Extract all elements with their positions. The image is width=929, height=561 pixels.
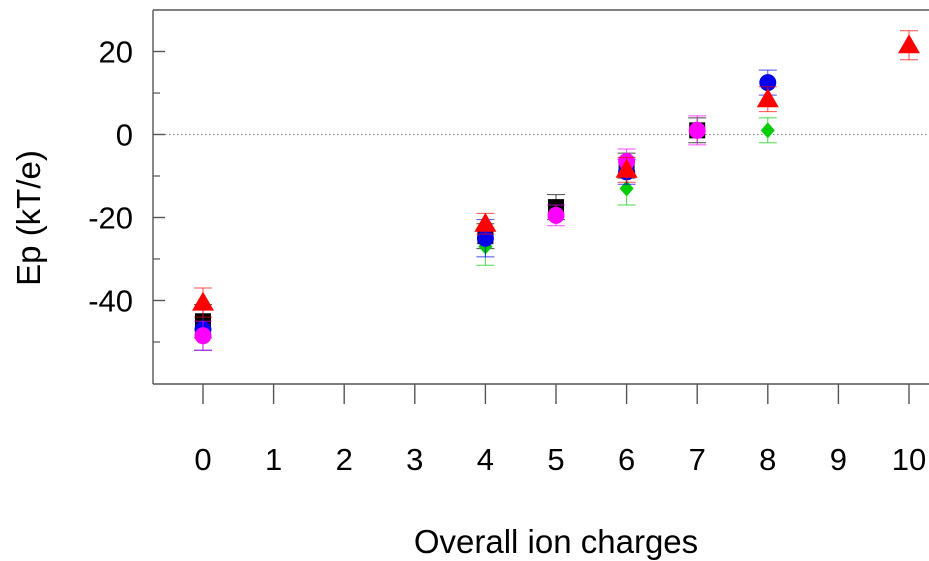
series-triangle — [192, 30, 920, 318]
x-tick-label: 1 — [265, 442, 282, 477]
circle-marker — [547, 206, 565, 224]
tick-labels: 20 0 -20 -40 0 1 2 3 4 5 6 7 8 9 10 — [88, 35, 926, 478]
x-tick-label: 2 — [336, 442, 353, 477]
triangle-marker — [474, 212, 497, 232]
series-circle — [194, 69, 777, 351]
x-tick-label: 10 — [892, 442, 926, 477]
y-tick-label: 0 — [116, 118, 133, 153]
y-axis-label: Ep (kT/e) — [10, 150, 47, 286]
diamond-marker — [760, 122, 775, 139]
x-tick-label: 9 — [830, 442, 847, 477]
data-marks — [192, 30, 920, 351]
x-tick-label: 8 — [759, 442, 776, 477]
triangle-marker — [615, 158, 638, 178]
x-axis-label: Overall ion charges — [414, 523, 698, 560]
x-tick-label: 5 — [547, 442, 564, 477]
x-tick-label: 3 — [406, 442, 423, 477]
y-tick-label: 20 — [99, 35, 133, 70]
x-tick-label: 4 — [477, 442, 494, 477]
circle-marker — [194, 327, 212, 345]
series-circle — [194, 115, 707, 351]
x-tick-label: 0 — [194, 442, 211, 477]
axes — [152, 9, 929, 404]
series-square — [194, 117, 707, 339]
x-tick-label: 7 — [689, 442, 706, 477]
y-tick-label: -20 — [88, 201, 133, 236]
x-tick-label: 6 — [618, 442, 635, 477]
triangle-marker — [898, 34, 920, 54]
y-tick-label: -40 — [88, 284, 133, 319]
circle-marker — [688, 121, 706, 139]
triangle-marker — [192, 291, 214, 311]
triangle-marker — [756, 88, 779, 108]
